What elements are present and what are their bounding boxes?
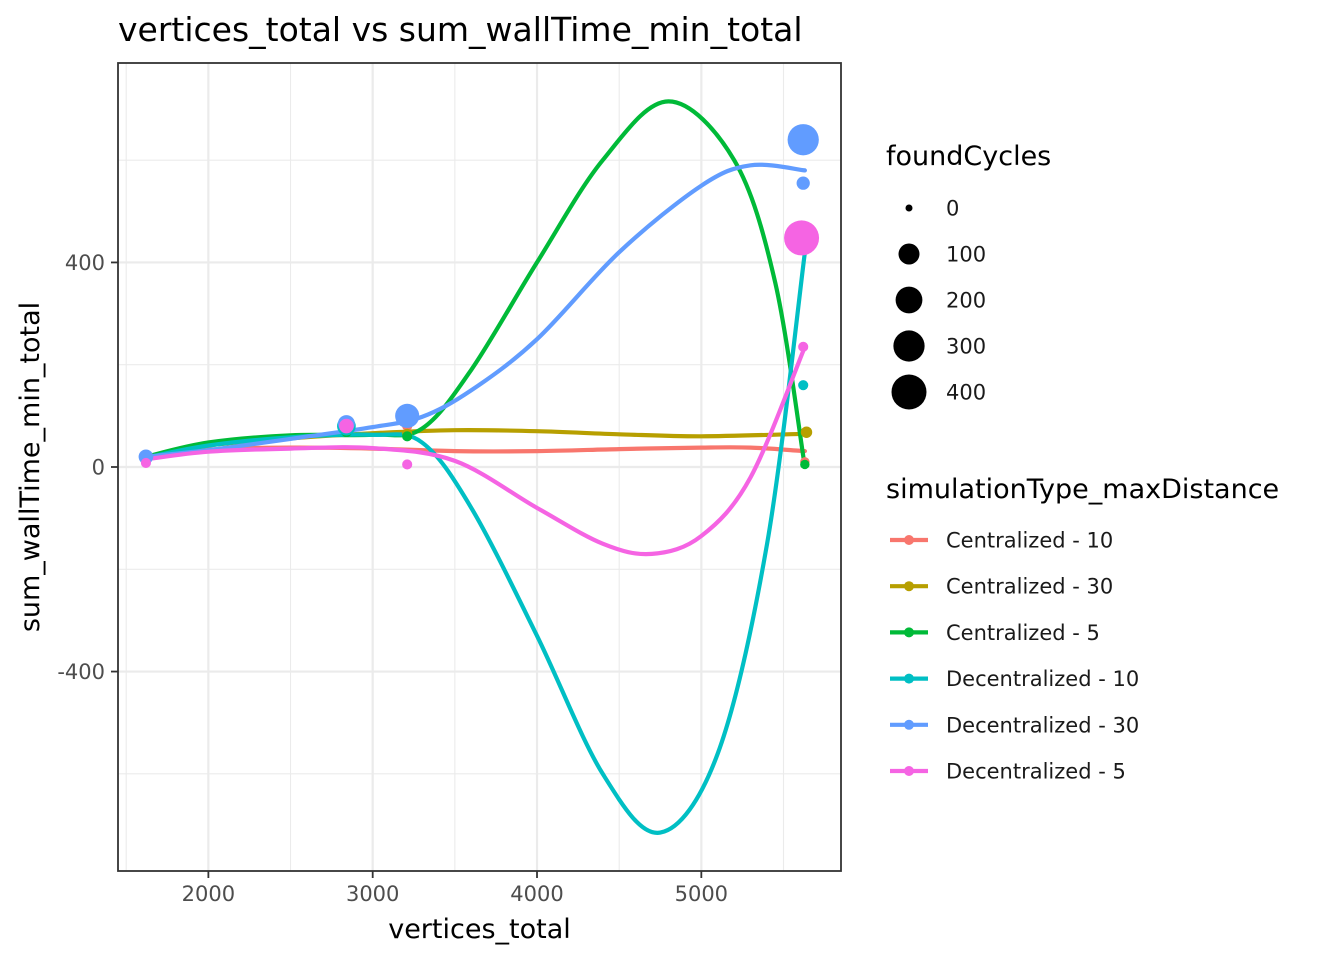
color-legend-label: Decentralized - 30 — [946, 713, 1139, 737]
y-tick-label: 400 — [65, 251, 105, 275]
color-legend-dot — [904, 581, 914, 592]
x-axis-title: vertices_total — [388, 914, 571, 945]
point-centralized-30 — [800, 426, 813, 438]
size-legend-label: 100 — [946, 243, 986, 267]
point-decentralized-30 — [796, 176, 810, 190]
x-tick-label: 4000 — [510, 882, 563, 906]
point-decentralized-5 — [784, 220, 820, 256]
y-tick-label: 0 — [92, 456, 105, 480]
color-legend-label: Centralized - 10 — [946, 529, 1113, 553]
size-legend-key — [891, 374, 927, 410]
size-legend-label: 300 — [946, 335, 986, 359]
plot-curves — [143, 99, 807, 835]
size-legend-key — [905, 204, 913, 212]
point-decentralized-10 — [798, 380, 809, 391]
plot-grid — [118, 63, 841, 871]
chart-title: vertices_total vs sum_wallTime_min_total — [118, 10, 803, 49]
color-legend-title: simulationType_maxDistance — [886, 474, 1279, 505]
size-legend-label: 400 — [946, 381, 986, 405]
color-legend-dot — [904, 535, 914, 545]
axis-ticks: 2000 3000 4000 5000 -400 0 400 — [57, 251, 728, 906]
x-tick-label: 3000 — [346, 882, 399, 906]
y-axis-title: sum_wallTime_min_total — [15, 302, 46, 632]
color-legend-label: Decentralized - 5 — [946, 760, 1126, 784]
point-decentralized-5 — [339, 418, 354, 434]
y-tick-label: -400 — [57, 660, 105, 684]
color-legend-dot — [904, 719, 914, 730]
size-legend-key — [893, 330, 925, 362]
size-legend-key — [898, 243, 920, 265]
x-tick-label: 5000 — [675, 882, 728, 906]
point-decentralized-5 — [798, 341, 809, 352]
point-decentralized-5 — [402, 459, 413, 470]
color-legend-dot — [904, 673, 914, 684]
point-decentralized-30 — [395, 403, 420, 428]
size-legend-label: 200 — [946, 289, 986, 313]
size-legend-key — [895, 286, 923, 314]
color-legend-label: Centralized - 5 — [946, 621, 1100, 645]
curve-decentralized-30 — [143, 162, 807, 459]
size-legend: foundCycles 0 100 200 300 400 — [886, 141, 1051, 410]
x-tick-label: 2000 — [182, 882, 235, 906]
curve-decentralized-5 — [143, 344, 807, 557]
color-legend: simulationType_maxDistance Centralized -… — [886, 474, 1279, 784]
color-legend-label: Centralized - 30 — [946, 575, 1113, 599]
size-legend-title: foundCycles — [886, 141, 1051, 172]
point-centralized-5 — [800, 459, 810, 470]
color-legend-dot — [904, 627, 914, 638]
point-decentralized-30 — [787, 124, 819, 156]
plot-points — [138, 124, 820, 470]
color-legend-dot — [904, 766, 914, 776]
point-decentralized-5 — [140, 457, 151, 468]
color-legend-label: Decentralized - 10 — [946, 667, 1139, 691]
size-legend-label: 0 — [946, 197, 959, 221]
point-centralized-5 — [402, 431, 413, 442]
